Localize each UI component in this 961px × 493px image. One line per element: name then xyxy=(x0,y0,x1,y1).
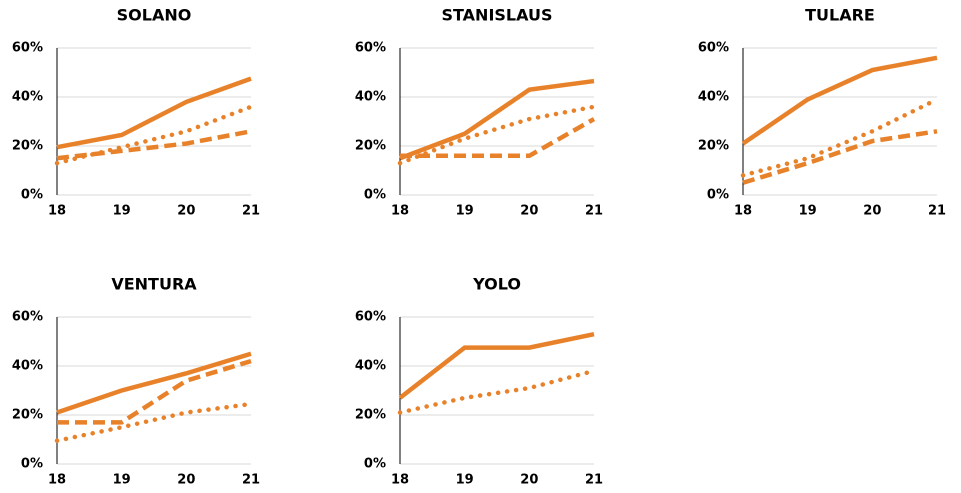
x-tick-label: 20 xyxy=(177,473,195,488)
y-tick-label: 60% xyxy=(698,41,729,56)
y-tick-label: 60% xyxy=(355,41,386,56)
y-tick-label: 20% xyxy=(355,139,386,154)
series-line xyxy=(54,104,254,166)
x-tick-label: 19 xyxy=(799,204,817,219)
y-tick-label: 40% xyxy=(698,90,729,105)
y-tick-label: 0% xyxy=(21,457,43,472)
series-line xyxy=(54,401,254,443)
series-line xyxy=(397,368,597,415)
y-tick-label: 60% xyxy=(355,310,386,325)
series-line xyxy=(56,129,252,161)
y-tick-label: 20% xyxy=(355,408,386,423)
x-tick-label: 18 xyxy=(391,204,409,219)
y-tick-label: 0% xyxy=(707,188,729,203)
y-tick-label: 40% xyxy=(12,359,43,374)
y-tick-label: 40% xyxy=(355,90,386,105)
y-tick-label: 0% xyxy=(364,188,386,203)
series-line xyxy=(741,55,938,146)
chart-title: TULARE xyxy=(805,6,875,25)
series-line xyxy=(56,76,252,150)
y-tick-label: 60% xyxy=(12,41,43,56)
x-tick-label: 21 xyxy=(585,204,603,219)
y-tick-label: 20% xyxy=(12,408,43,423)
x-tick-label: 19 xyxy=(113,473,131,488)
chart-title: VENTURA xyxy=(111,275,197,294)
x-tick-label: 20 xyxy=(520,204,538,219)
x-tick-label: 19 xyxy=(456,204,474,219)
series-line xyxy=(399,78,595,161)
x-tick-label: 19 xyxy=(456,473,474,488)
y-tick-label: 40% xyxy=(12,90,43,105)
y-tick-label: 60% xyxy=(12,310,43,325)
x-tick-label: 21 xyxy=(928,204,946,219)
y-tick-label: 20% xyxy=(698,139,729,154)
x-tick-label: 18 xyxy=(48,473,66,488)
y-tick-label: 0% xyxy=(21,188,43,203)
x-tick-label: 18 xyxy=(391,473,409,488)
series-line xyxy=(56,351,252,415)
series-line xyxy=(740,97,940,178)
series-line xyxy=(397,104,597,166)
series-line xyxy=(742,129,938,185)
x-tick-label: 18 xyxy=(48,204,66,219)
x-tick-label: 18 xyxy=(734,204,752,219)
series-line xyxy=(57,358,252,425)
chart-title: SOLANO xyxy=(117,6,192,25)
x-tick-label: 20 xyxy=(863,204,881,219)
y-tick-label: 20% xyxy=(12,139,43,154)
y-tick-label: 40% xyxy=(355,359,386,374)
x-tick-label: 21 xyxy=(585,473,603,488)
x-tick-label: 20 xyxy=(520,473,538,488)
series-line xyxy=(400,117,596,159)
series-line xyxy=(398,331,595,400)
x-tick-label: 20 xyxy=(177,204,195,219)
x-tick-label: 19 xyxy=(113,204,131,219)
x-tick-label: 21 xyxy=(242,473,260,488)
y-tick-label: 0% xyxy=(364,457,386,472)
x-tick-label: 21 xyxy=(242,204,260,219)
chart-title: STANISLAUS xyxy=(441,6,552,25)
chart-title: YOLO xyxy=(472,275,521,294)
